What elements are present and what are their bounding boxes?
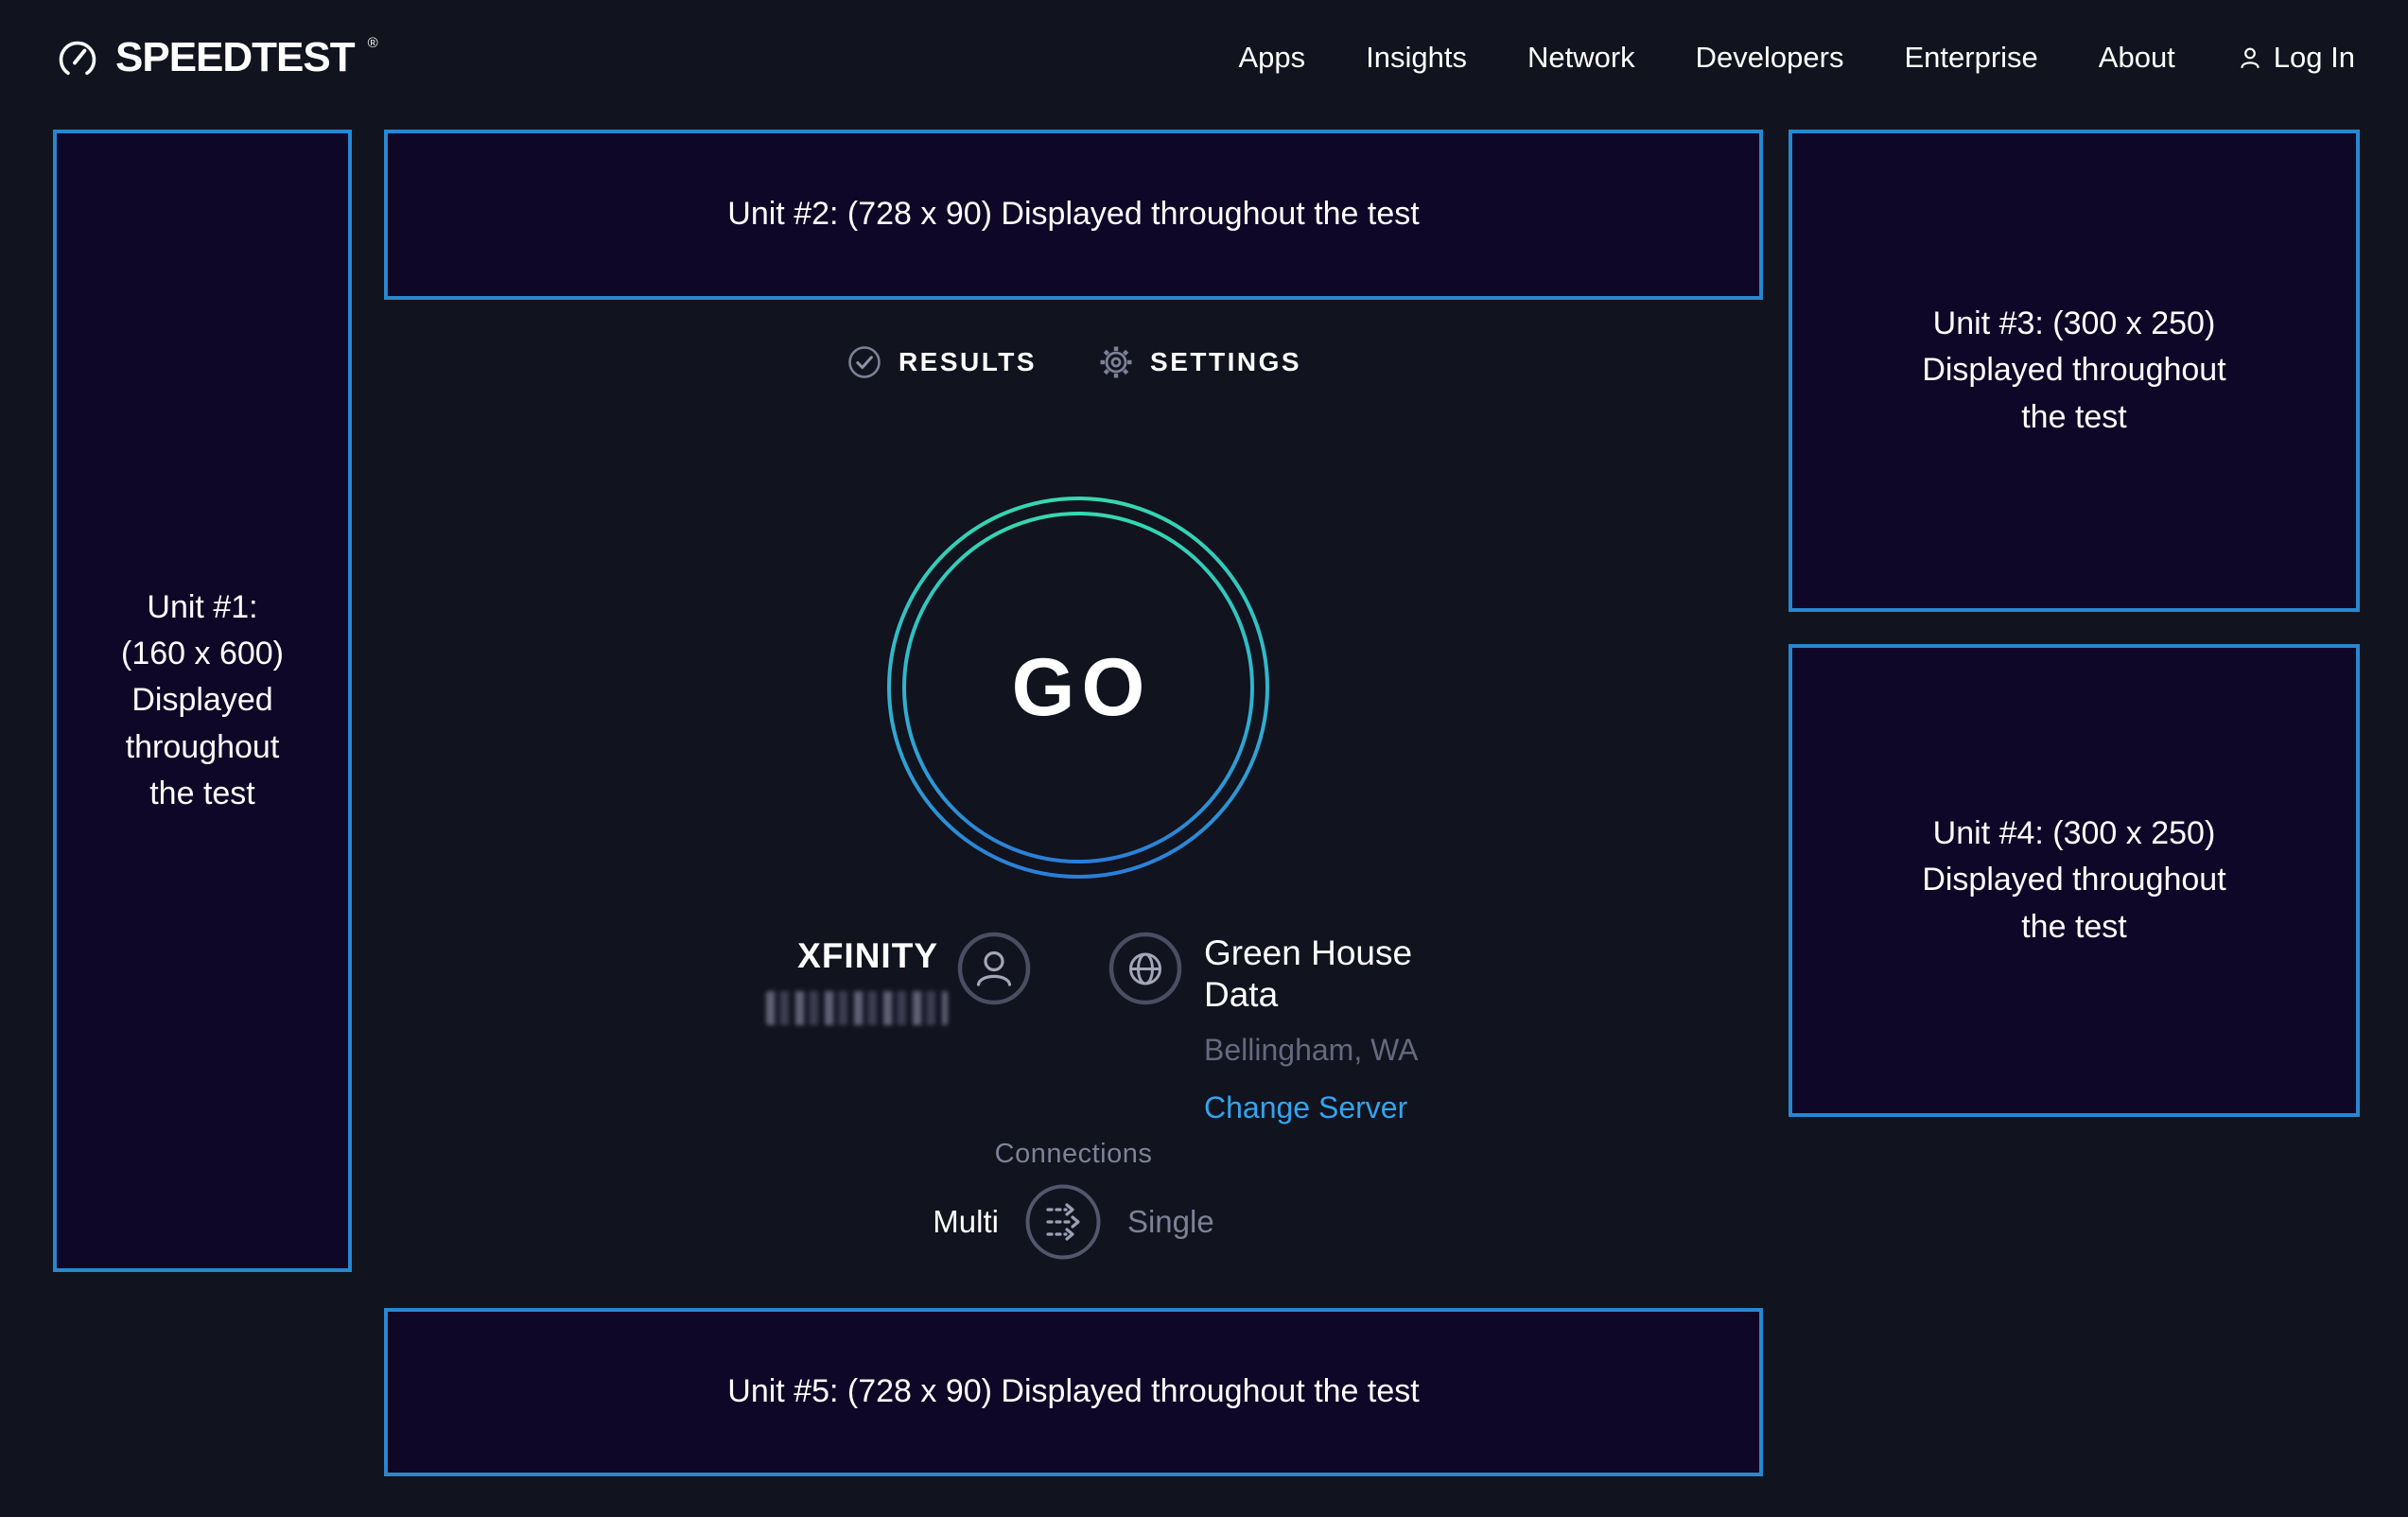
nav-enterprise[interactable]: Enterprise: [1904, 41, 2038, 74]
ad-unit-2-text: Unit #2: (728 x 90) Displayed throughout…: [727, 196, 1420, 233]
connections-toggle-button[interactable]: [1023, 1182, 1103, 1262]
ad-unit-5[interactable]: Unit #5: (728 x 90) Displayed throughout…: [384, 1308, 1763, 1476]
nav-apps[interactable]: Apps: [1238, 41, 1306, 74]
go-button-label: GO: [1011, 641, 1152, 733]
connections-label: Connections: [994, 1139, 1153, 1169]
speedtest-logo[interactable]: SPEEDTEST ®: [53, 33, 378, 82]
change-server-link[interactable]: Change Server: [1204, 1090, 1408, 1125]
provider-section: XFINITY Green House Data Bellingham, WA …: [714, 929, 1480, 1125]
view-tabs: RESULTS: [384, 333, 1763, 392]
go-button[interactable]: GO: [883, 493, 1273, 882]
logo-wordmark: SPEEDTEST: [115, 34, 356, 80]
connections-toggle-row: Multi Single: [384, 1180, 1763, 1264]
nav-login-label: Log In: [2273, 41, 2355, 74]
server-info: Green House Data Bellingham, WA Change S…: [1204, 933, 1480, 1125]
nav-developers[interactable]: Developers: [1695, 41, 1844, 74]
tab-settings-label: SETTINGS: [1150, 347, 1302, 376]
ad-unit-1[interactable]: Unit #1: (160 x 600) Displayed throughou…: [53, 130, 352, 1272]
ad-unit-2[interactable]: Unit #2: (728 x 90) Displayed throughout…: [384, 130, 1763, 300]
tab-results-label: RESULTS: [898, 347, 1038, 376]
connections-option-single[interactable]: Single: [1126, 1204, 1214, 1239]
server-name: Green House Data: [1204, 933, 1413, 1014]
header: SPEEDTEST ® Apps Insights Network Develo…: [0, 0, 2408, 115]
ip-address-redacted: [766, 991, 948, 1025]
check-circle-icon: [848, 346, 881, 378]
ad-unit-1-text: Unit #1: (160 x 600) Displayed throughou…: [121, 588, 284, 811]
go-button-rings: [887, 497, 1269, 879]
user-icon: [2241, 47, 2260, 69]
nav-login[interactable]: Log In: [2236, 41, 2355, 75]
nav-about[interactable]: About: [2098, 41, 2175, 74]
ad-unit-4[interactable]: Unit #4: (300 x 250) Displayed throughou…: [1789, 644, 2360, 1117]
gear-icon: [1100, 346, 1132, 378]
nav-insights[interactable]: Insights: [1366, 41, 1467, 74]
server-globe-icon: [1108, 932, 1182, 1005]
isp-name: XFINITY: [797, 936, 938, 975]
nav-network[interactable]: Network: [1527, 41, 1635, 74]
ad-unit-3[interactable]: Unit #3: (300 x 250) Displayed throughou…: [1789, 130, 2360, 612]
server-location: Bellingham, WA: [1204, 1033, 1419, 1067]
main-nav: Apps Insights Network Developers Enterpr…: [1238, 41, 2355, 75]
logo-trademark: ®: [367, 35, 378, 51]
multi-connection-arrows-icon: [1025, 1184, 1101, 1260]
ad-unit-3-text: Unit #3: (300 x 250) Displayed throughou…: [1922, 305, 2226, 435]
tab-settings[interactable]: SETTINGS: [1097, 343, 1301, 381]
ad-unit-4-text: Unit #4: (300 x 250) Displayed throughou…: [1922, 815, 2226, 945]
connections-option-multi[interactable]: Multi: [933, 1204, 999, 1239]
isp-person-icon: [957, 932, 1031, 1005]
speedtest-gauge-icon: [59, 41, 96, 76]
tab-results[interactable]: RESULTS: [846, 343, 1037, 381]
ad-unit-5-text: Unit #5: (728 x 90) Displayed throughout…: [727, 1373, 1420, 1410]
